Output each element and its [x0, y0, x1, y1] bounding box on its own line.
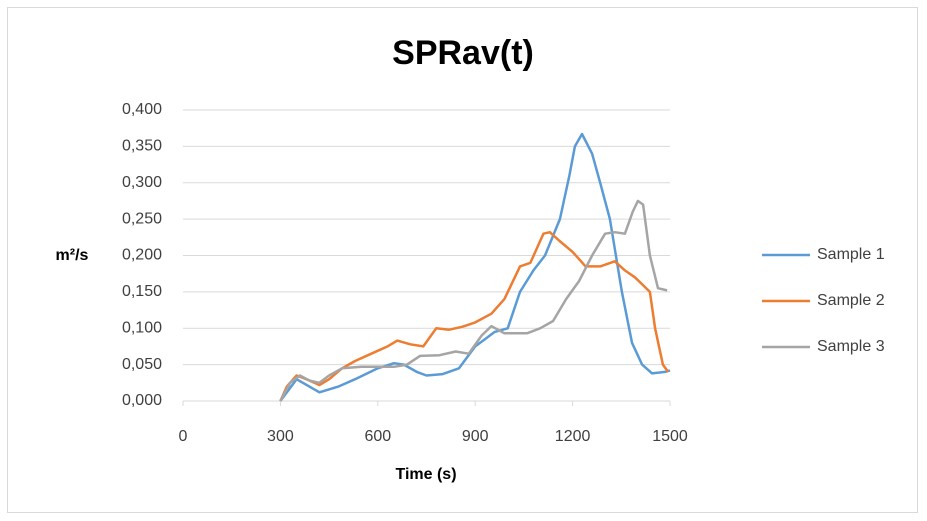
x-tick-label: 1200: [555, 428, 591, 445]
legend-label: Sample 1: [817, 246, 885, 263]
y-tick-label: 0,200: [122, 247, 162, 264]
series-line: [279, 199, 668, 402]
x-tick-label: 600: [364, 428, 391, 445]
legend-label: Sample 2: [817, 292, 885, 309]
y-tick-label: 0,400: [122, 101, 162, 118]
y-tick-label: 0,050: [122, 356, 162, 373]
legend-label: Sample 3: [817, 338, 885, 355]
y-tick-label: 0,100: [122, 319, 162, 336]
y-tick-label: 0,150: [122, 283, 162, 300]
chart-border: [7, 7, 918, 513]
x-tick-label: 0: [179, 428, 188, 445]
x-tick-label: 300: [267, 428, 294, 445]
x-tick-label: 1500: [652, 428, 688, 445]
y-axis-label: m²/s: [56, 247, 89, 264]
x-axis-label: Time (s): [395, 466, 456, 483]
y-tick-label: 0,300: [122, 174, 162, 191]
y-tick-label: 0,250: [122, 210, 162, 227]
x-tick-label: 900: [462, 428, 489, 445]
series-line: [279, 230, 670, 402]
y-tick-label: 0,350: [122, 138, 162, 155]
chart-title: SPRav(t): [392, 34, 534, 72]
y-tick-label: 0,000: [122, 392, 162, 409]
